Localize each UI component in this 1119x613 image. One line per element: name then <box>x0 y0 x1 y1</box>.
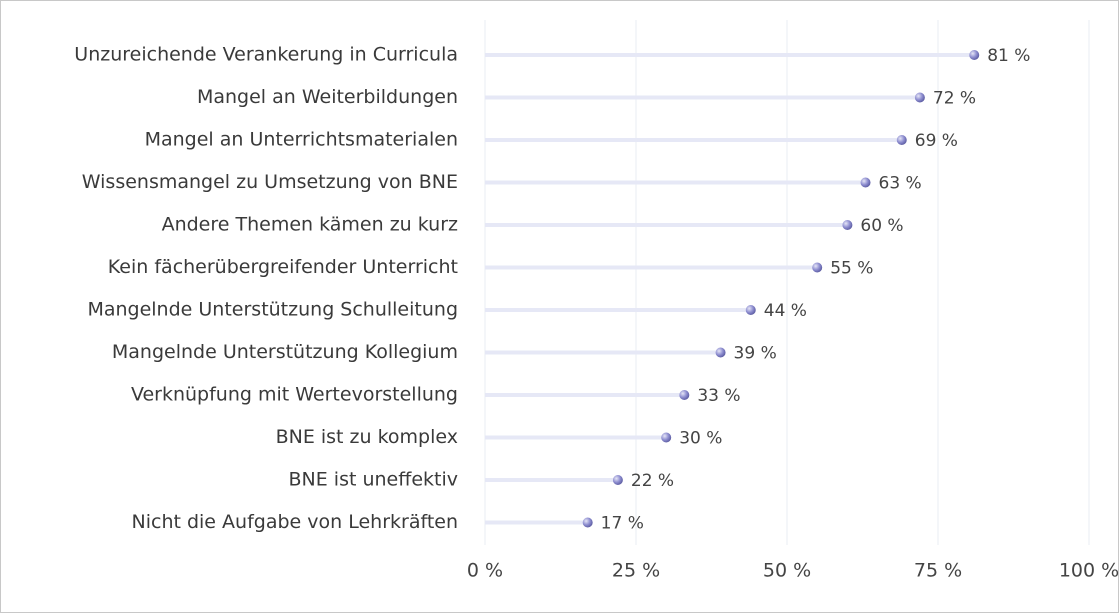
x-tick-label: 75 % <box>914 560 962 582</box>
category-label: BNE ist uneffektiv <box>289 469 459 491</box>
dot <box>612 475 623 485</box>
value-label: 33 % <box>697 386 740 406</box>
x-tick-label: 0 % <box>467 560 503 582</box>
x-tick-label: 50 % <box>763 560 811 582</box>
x-tick-label: 100 % <box>1059 560 1119 582</box>
value-label: 44 % <box>764 301 807 321</box>
value-label: 72 % <box>933 89 976 109</box>
category-label: BNE ist zu komplex <box>276 426 458 448</box>
dot <box>812 262 823 273</box>
category-label: Andere Themen kämen zu kurz <box>162 214 458 236</box>
dot <box>914 92 925 103</box>
dot <box>745 305 756 315</box>
value-label: 22 % <box>631 471 674 491</box>
value-label: 17 % <box>601 514 644 534</box>
category-label: Mangelnde Unterstützung Kollegium <box>112 341 458 363</box>
dot <box>860 177 871 188</box>
category-label: Kein fächerübergreifender Unterricht <box>108 256 458 278</box>
x-tick-label: 25 % <box>612 560 660 582</box>
category-label: Verknüpfung mit Wertevorstellung <box>131 384 458 406</box>
value-label: 60 % <box>860 216 903 236</box>
dot <box>969 50 980 60</box>
value-label: 69 % <box>915 131 958 151</box>
dot <box>679 390 690 400</box>
value-label: 55 % <box>830 259 873 279</box>
category-label: Mangelnde Unterstützung Schulleitung <box>87 299 458 321</box>
value-label: 30 % <box>679 429 722 449</box>
value-label: 81 % <box>987 46 1030 66</box>
category-label: Mangel an Unterrichtsmaterialen <box>145 129 458 151</box>
value-label: 39 % <box>734 344 777 364</box>
category-label: Wissensmangel zu Umsetzung von BNE <box>82 171 458 193</box>
category-label: Nicht die Aufgabe von Lehrkräften <box>132 511 459 533</box>
category-label: Unzureichende Verankerung in Curricula <box>74 44 458 66</box>
dot <box>896 135 907 145</box>
category-label: Mangel an Weiterbildungen <box>197 86 458 108</box>
value-label: 63 % <box>879 174 922 194</box>
dot <box>715 347 726 358</box>
dot <box>661 432 672 443</box>
dot <box>582 517 593 528</box>
dot <box>842 220 853 230</box>
